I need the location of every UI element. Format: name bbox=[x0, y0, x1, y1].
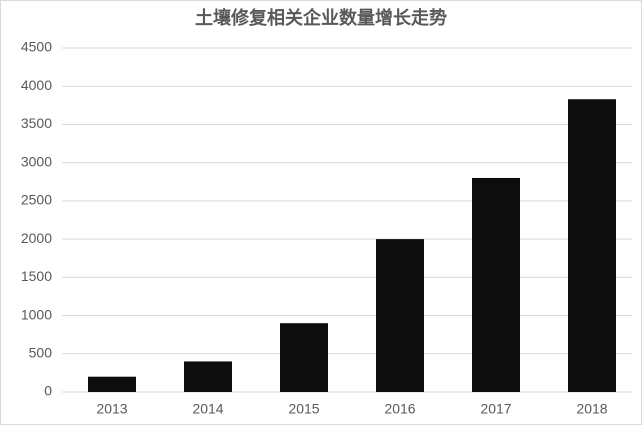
y-tick-label: 0 bbox=[44, 383, 52, 399]
y-tick-label: 2500 bbox=[21, 192, 52, 208]
y-tick-label: 500 bbox=[29, 344, 53, 360]
bar bbox=[472, 177, 520, 392]
x-tick-label: 2013 bbox=[96, 401, 127, 417]
x-tick-label: 2016 bbox=[384, 401, 415, 417]
y-tick-label: 1000 bbox=[21, 306, 52, 322]
x-tick-label: 2018 bbox=[576, 401, 607, 417]
x-tick-label: 2017 bbox=[480, 401, 511, 417]
bar bbox=[280, 323, 328, 392]
y-tick-label: 3500 bbox=[21, 115, 52, 131]
bar bbox=[88, 376, 136, 392]
bar bbox=[376, 239, 424, 392]
y-tick-label: 4000 bbox=[21, 77, 52, 93]
bar bbox=[568, 99, 616, 393]
y-tick-label: 2000 bbox=[21, 230, 52, 246]
y-tick-label: 1500 bbox=[21, 268, 52, 284]
x-tick-label: 2015 bbox=[288, 401, 319, 417]
bar bbox=[184, 361, 232, 392]
x-tick-label: 2014 bbox=[192, 401, 223, 417]
y-tick-label: 3000 bbox=[21, 153, 52, 169]
y-tick-label: 4500 bbox=[21, 39, 52, 55]
chart-title: 土壤修复相关企业数量增长走势 bbox=[195, 7, 447, 28]
